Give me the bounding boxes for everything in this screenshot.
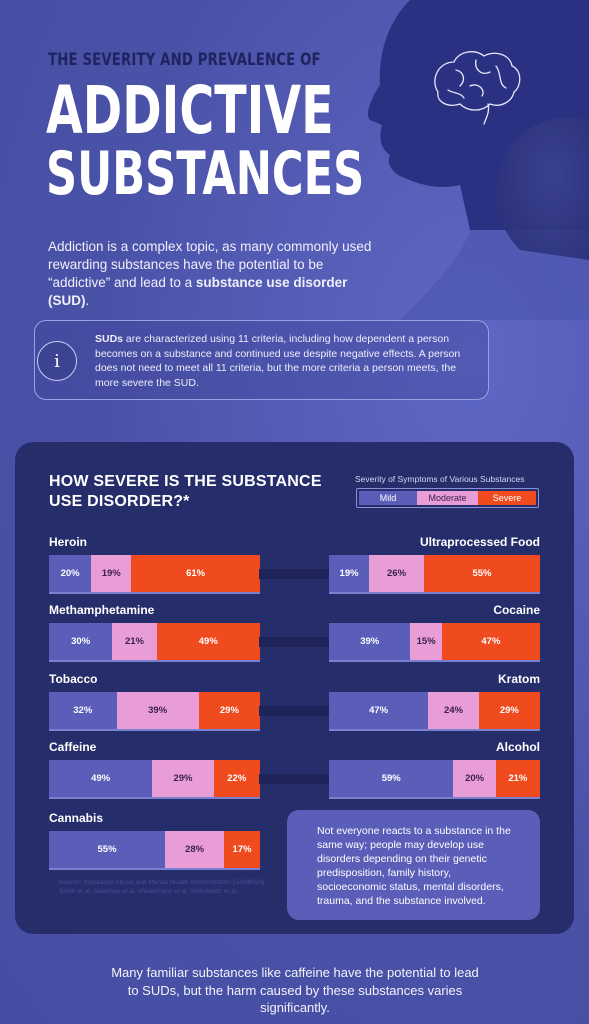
substance-label: Heroin <box>49 535 88 549</box>
substance-label: Ultraprocessed Food <box>419 535 540 549</box>
panel-title: HOW SEVERE IS THE SUBSTANCE USE DISORDER… <box>49 473 322 510</box>
bar-segment-mild: 32% <box>49 692 117 729</box>
bar-segment-moderate: 15% <box>410 623 442 660</box>
note-box: Not everyone reacts to a substance in th… <box>287 810 540 920</box>
legend-mild: Mild <box>359 491 417 505</box>
bar-segment-severe: 61% <box>131 555 260 592</box>
bar-connector <box>259 706 329 716</box>
stacked-bar: 19% 26% 55% <box>329 555 540 592</box>
substance-label: Kratom <box>497 672 540 686</box>
stacked-bar: 20% 19% 61% <box>49 555 260 592</box>
legend-severe: Severe <box>478 491 536 505</box>
intro-text-end: . <box>85 293 90 308</box>
bar-segment-moderate: 21% <box>112 623 157 660</box>
bar-segment-moderate: 29% <box>152 760 214 797</box>
bar-segment-severe: 55% <box>423 555 540 592</box>
bar-segment-moderate: 20% <box>453 760 496 797</box>
footer-text: Many familiar substances like caffeine h… <box>111 965 479 1015</box>
substance-label: Cannabis <box>49 811 104 825</box>
substance-label: Methamphetamine <box>49 603 155 617</box>
info-body: are characterized using 11 criteria, inc… <box>95 333 461 389</box>
stacked-bar: 47% 24% 29% <box>329 692 540 729</box>
legend: Mild Moderate Severe <box>356 488 539 508</box>
bar-segment-severe: 29% <box>198 692 260 729</box>
bar-connector <box>259 774 329 784</box>
bar-segment-severe: 22% <box>213 760 260 797</box>
title-line-1: ADDICTIVE <box>46 72 334 149</box>
head-silhouette-brain-icon <box>368 0 589 320</box>
bar-connector <box>259 569 329 579</box>
bar-segment-mild: 47% <box>329 692 429 729</box>
intro-text: Addiction is a complex topic, as many co… <box>48 239 372 290</box>
intro-paragraph: Addiction is a complex topic, as many co… <box>48 238 388 310</box>
substance-label: Caffeine <box>49 740 97 754</box>
stacked-bar: 32% 39% 29% <box>49 692 260 729</box>
bar-segment-moderate: 19% <box>91 555 132 592</box>
title-line-2: SUBSTANCES <box>46 139 365 209</box>
bar-segment-moderate: 26% <box>369 555 424 592</box>
bar-segment-mild: 39% <box>329 623 411 660</box>
source-text: Source: Substance Abuse and Mental Healt… <box>59 879 267 895</box>
substance-label: Tobacco <box>49 672 98 686</box>
bar-segment-severe: 29% <box>478 692 540 729</box>
bar-segment-mild: 19% <box>329 555 370 592</box>
info-text: SUDs are characterized using 11 criteria… <box>95 332 475 390</box>
stacked-bar: 55% 28% 17% <box>49 831 260 868</box>
bar-segment-mild: 49% <box>49 760 153 797</box>
info-bold: SUDs <box>95 333 124 345</box>
stacked-bar: 39% 15% 47% <box>329 623 540 660</box>
stacked-bar: 49% 29% 22% <box>49 760 260 797</box>
bar-segment-moderate: 39% <box>116 692 199 729</box>
bar-segment-mild: 30% <box>49 623 113 660</box>
pre-title: THE SEVERITY AND PREVALENCE OF <box>48 50 321 70</box>
stacked-bar: 59% 20% 21% <box>329 760 540 797</box>
bar-segment-mild: 20% <box>49 555 92 592</box>
bar-segment-moderate: 28% <box>165 831 225 868</box>
substance-label: Alcohol <box>496 740 540 754</box>
intro-bold: substance use disorder (SUD) <box>48 275 348 308</box>
bar-segment-severe: 21% <box>495 760 540 797</box>
legend-title: Severity of Symptoms of Various Substanc… <box>355 474 525 484</box>
bar-connector <box>259 637 329 647</box>
bar-segment-severe: 49% <box>156 623 260 660</box>
stacked-bar: 30% 21% 49% <box>49 623 260 660</box>
info-box: i SUDs are characterized using 11 criter… <box>34 320 489 400</box>
bar-segment-mild: 59% <box>329 760 454 797</box>
bar-segment-mild: 55% <box>49 831 166 868</box>
bar-segment-moderate: 24% <box>428 692 479 729</box>
note-text: Not everyone reacts to a substance in th… <box>317 825 511 907</box>
bar-segment-severe: 17% <box>224 831 260 868</box>
legend-moderate: Moderate <box>417 491 478 505</box>
severity-panel: HOW SEVERE IS THE SUBSTANCE USE DISORDER… <box>15 442 574 934</box>
info-icon: i <box>37 341 77 381</box>
bar-segment-severe: 47% <box>441 623 540 660</box>
substance-label: Cocaine <box>493 603 540 617</box>
